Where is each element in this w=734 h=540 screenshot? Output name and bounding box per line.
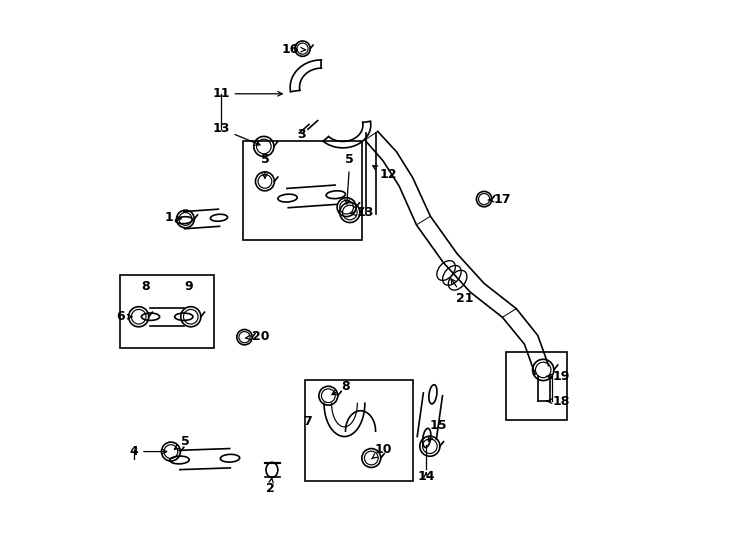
Text: 12: 12 — [373, 166, 397, 181]
Bar — [506, 352, 567, 421]
Text: 4: 4 — [129, 445, 167, 458]
Text: 3: 3 — [297, 128, 306, 141]
Text: 7: 7 — [304, 415, 312, 428]
Bar — [305, 380, 413, 481]
Text: 9: 9 — [184, 280, 193, 293]
Text: 21: 21 — [451, 279, 473, 305]
Text: 17: 17 — [488, 193, 511, 206]
Text: 20: 20 — [246, 329, 269, 342]
Text: 19: 19 — [547, 370, 570, 383]
Text: 18: 18 — [547, 395, 570, 408]
Bar — [120, 275, 214, 348]
Bar — [244, 141, 362, 240]
Text: 13: 13 — [212, 122, 260, 145]
Text: 5: 5 — [261, 153, 269, 178]
Text: 13: 13 — [351, 206, 374, 219]
Text: 2: 2 — [266, 478, 275, 495]
Text: 10: 10 — [371, 443, 392, 459]
Text: 5: 5 — [345, 153, 355, 204]
Text: 8: 8 — [332, 380, 350, 395]
Text: 1: 1 — [165, 211, 181, 225]
Text: 16: 16 — [282, 43, 305, 56]
Text: 11: 11 — [212, 87, 283, 100]
Text: 6: 6 — [117, 310, 132, 323]
Text: 8: 8 — [142, 280, 150, 293]
Text: 5: 5 — [175, 435, 190, 449]
Text: 15: 15 — [429, 419, 447, 441]
Text: 14: 14 — [418, 470, 435, 483]
